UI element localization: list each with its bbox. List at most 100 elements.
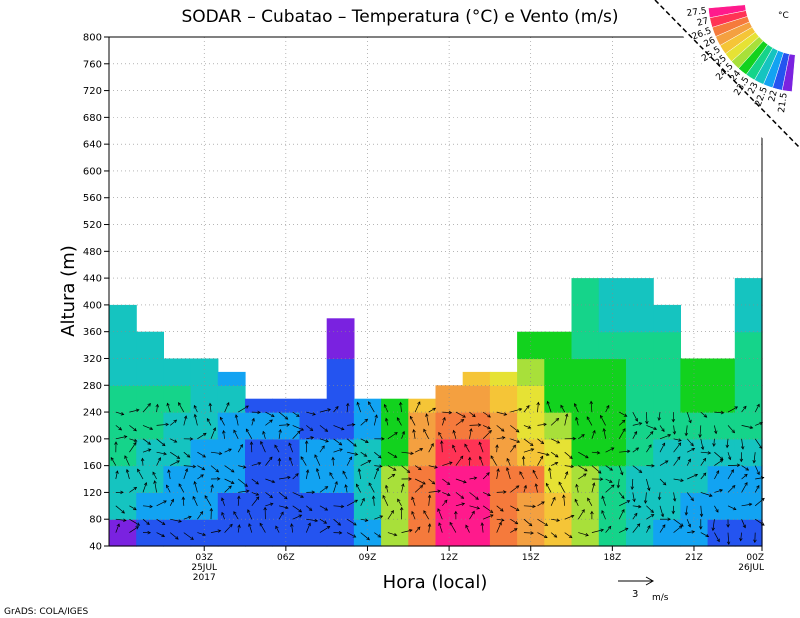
wind-arrow-head <box>572 436 577 441</box>
wind-arrow-head <box>620 471 624 476</box>
wind-arrow-head <box>500 518 505 522</box>
wind-arrow-head <box>570 464 575 469</box>
wind-arrow-head <box>352 534 357 538</box>
wind-arrow <box>278 458 280 466</box>
wind-arrow <box>658 492 661 500</box>
wind-arrow <box>550 418 559 426</box>
wind-arrow-head <box>167 469 171 473</box>
wind-arrow-head <box>377 454 382 459</box>
wind-arrow <box>496 444 498 453</box>
wind-arrow <box>646 431 654 440</box>
wind-arrow-head <box>176 455 181 459</box>
wind-arrow-head <box>245 428 249 433</box>
wind-arrow <box>397 498 402 506</box>
wind-arrow-head <box>440 440 444 444</box>
wind-arrow <box>183 415 187 426</box>
wind-arrow <box>414 485 423 493</box>
wind-arrow-head <box>218 451 223 456</box>
wind-arrow-head <box>526 405 530 409</box>
wind-arrow <box>537 501 545 507</box>
wind-arrow <box>129 442 137 453</box>
wind-arrow-head <box>752 459 756 464</box>
temperature-cell <box>462 438 491 467</box>
wind-arrow-head <box>392 467 397 471</box>
y-tick-label: 280 <box>83 381 102 392</box>
wind-arrow-head <box>401 483 405 487</box>
wind-arrow-head <box>408 477 412 481</box>
wind-arrow-head <box>368 401 372 405</box>
wind-arrow-head <box>671 510 676 515</box>
temperature-cell <box>109 358 137 386</box>
wind-arrow-head <box>633 430 638 435</box>
wind-arrow <box>333 518 341 526</box>
wind-arrow-head <box>278 428 282 433</box>
wind-arrow <box>605 447 614 453</box>
wind-arrow-head <box>321 445 325 449</box>
wind-arrow-head <box>368 482 372 486</box>
wind-arrow <box>631 478 634 490</box>
wind-arrow <box>278 492 288 500</box>
wind-arrow-head <box>237 495 241 499</box>
wind-arrow-head <box>702 472 707 477</box>
wind-arrow-head <box>743 405 747 410</box>
x-tick-label: 00Z <box>746 553 764 563</box>
temperature-cell <box>190 465 219 493</box>
wind-arrow-head <box>161 533 166 537</box>
wind-arrow <box>373 496 375 506</box>
wind-arrow-head <box>417 401 421 405</box>
wind-arrow-head <box>226 402 230 406</box>
wind-arrow <box>510 528 518 533</box>
wind-arrow <box>193 405 198 413</box>
temperature-cell <box>408 412 437 440</box>
wind-arrow <box>700 472 707 480</box>
wind-arrow <box>578 434 585 440</box>
wind-arrow <box>564 532 573 538</box>
wind-arrow <box>360 451 367 457</box>
wind-arrow <box>455 455 464 466</box>
wind-arrow <box>259 523 266 533</box>
wind-arrow-head <box>528 522 533 527</box>
temperature-cell <box>299 438 328 467</box>
wind-arrow <box>342 471 348 480</box>
wind-arrow <box>574 403 579 413</box>
wind-arrow-head <box>339 448 343 452</box>
wind-arrow-head <box>452 429 456 434</box>
wind-arrow <box>169 532 179 540</box>
wind-arrow <box>156 451 167 455</box>
wind-arrow-head <box>711 527 715 532</box>
wind-arrow <box>496 522 502 533</box>
wind-arrow-head <box>384 484 389 489</box>
wind-arrow-head <box>690 442 694 447</box>
wind-arrow <box>482 472 490 480</box>
wind-arrow <box>368 401 375 413</box>
wind-arrow <box>550 451 559 458</box>
wind-arrow-head <box>295 413 300 417</box>
wind-arrow-head <box>338 531 343 535</box>
y-tick-label: 600 <box>83 166 102 177</box>
wind-arrow <box>305 522 311 533</box>
temperature-cell <box>435 465 464 493</box>
wind-arrow <box>223 430 225 439</box>
wind-arrow-head <box>260 440 264 445</box>
wind-arrow <box>197 465 205 471</box>
wind-arrow <box>129 518 140 526</box>
temperature-cell <box>517 465 545 493</box>
wind-arrow <box>319 409 331 413</box>
temperature-cell <box>136 412 164 440</box>
wind-arrow <box>673 425 676 435</box>
wind-arrow <box>357 402 362 413</box>
wind-arrow <box>727 452 731 460</box>
wind-arrow <box>251 462 261 466</box>
wind-arrow-head <box>234 414 239 418</box>
temperature-cell <box>408 492 437 520</box>
wind-arrow-head <box>653 426 658 431</box>
wind-arrow <box>564 471 568 480</box>
temperature-cell <box>653 519 681 547</box>
temperature-cell <box>462 492 491 520</box>
wind-arrow-head <box>739 537 743 542</box>
y-tick-label: 40 <box>89 542 102 553</box>
wind-arrow-head <box>463 480 467 484</box>
wind-arrow-head <box>607 525 612 530</box>
wind-arrow <box>741 519 746 528</box>
wind-arrow <box>401 451 414 454</box>
